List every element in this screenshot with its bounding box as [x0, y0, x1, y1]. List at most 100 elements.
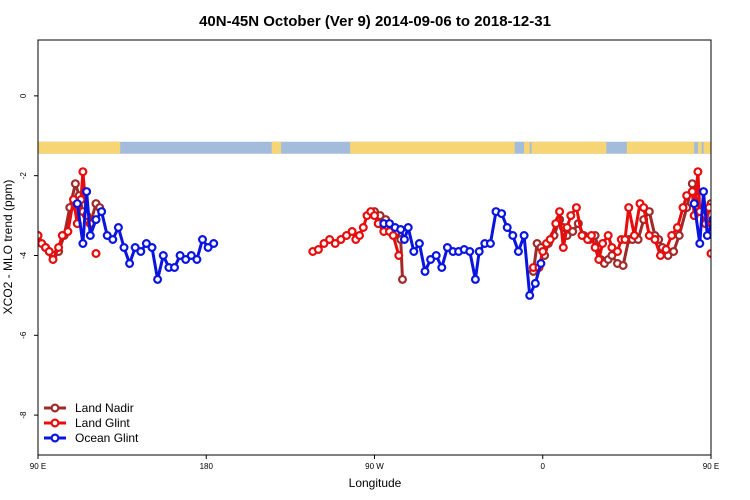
land-glint-point: [598, 239, 608, 249]
ocean-glint-point: [442, 243, 452, 253]
land-glint-point: [586, 231, 596, 241]
y-tick-label: -4: [19, 251, 28, 259]
land-glint-point: [661, 245, 671, 255]
series-ocean-glint: [72, 187, 745, 300]
ocean-glint-point: [399, 235, 409, 245]
ocean-glint-point: [508, 231, 518, 241]
land-glint-point: [388, 231, 398, 241]
land-glint-point: [358, 223, 368, 233]
ocean-glint-point: [497, 209, 507, 219]
ocean-glint-point: [536, 259, 546, 269]
land-glint-point: [682, 191, 692, 201]
y-axis: 0 -2 -4 -6 -8: [19, 93, 38, 419]
x-axis: 90 E 180 90 W 0 90 E: [30, 455, 719, 471]
land-glint-point: [612, 247, 622, 257]
land-glint-point: [590, 243, 600, 253]
land-glint-point: [667, 231, 677, 241]
ocean-glint-point: [519, 231, 529, 241]
ocean-glint-point: [732, 224, 739, 231]
ocean-glint-point: [141, 239, 151, 249]
ocean-glint-point: [203, 243, 213, 253]
ocean-glint-point: [147, 243, 157, 253]
land-glint-point: [620, 235, 630, 245]
ocean-glint-point: [426, 255, 436, 265]
land-band-segment: [38, 141, 121, 154]
land-band-segment: [271, 141, 282, 154]
land-glint-point: [319, 239, 329, 249]
y-tick-label: -2: [19, 172, 28, 180]
land-nadir-point: [674, 231, 684, 241]
legend-item-ocean-glint: Ocean Glint: [44, 431, 139, 445]
land-glint-point: [693, 167, 703, 177]
land-glint-point: [607, 243, 617, 253]
ocean-glint-point: [130, 243, 140, 253]
ocean-glint-point: [689, 199, 699, 209]
land-glint-point: [603, 231, 613, 241]
ocean-glint-line: [692, 190, 711, 245]
x-tick-label: 180: [200, 462, 214, 471]
land-glint-line: [533, 170, 711, 269]
land-glint-point: [48, 255, 58, 265]
x-axis-label: Longitude: [349, 476, 402, 490]
ocean-glint-point: [108, 235, 118, 245]
land-glint-point: [355, 231, 365, 241]
ocean-glint-point: [186, 251, 196, 261]
legend-swatch-point: [50, 418, 60, 428]
ocean-glint-point: [403, 223, 413, 233]
land-glint-point: [57, 231, 67, 241]
y-axis-label: XCO2 - MLO trend (ppm): [1, 180, 15, 315]
ocean-glint-point: [102, 231, 112, 241]
y-tick-label: -8: [19, 411, 28, 419]
ocean-glint-point: [91, 215, 101, 225]
ocean-glint-point: [715, 208, 722, 215]
land-glint-point: [644, 231, 654, 241]
ocean-glint-point: [738, 244, 745, 251]
ocean-glint-point: [125, 259, 135, 269]
land-band-segment: [703, 141, 711, 154]
ocean-glint-point: [465, 247, 475, 257]
legend-label: Land Nadir: [75, 401, 134, 415]
land-glint-point: [545, 235, 555, 245]
land-glint-point: [44, 247, 54, 257]
ocean-glint-point: [414, 239, 424, 249]
ocean-glint-point: [198, 235, 208, 245]
land-glint-point: [78, 167, 88, 177]
y-tick-label: 0: [19, 93, 28, 98]
land-nadir-point: [687, 179, 697, 189]
ocean-glint-point: [513, 247, 523, 257]
land-glint-point: [624, 203, 634, 213]
legend-item-land-glint: Land Glint: [44, 416, 130, 430]
ocean-glint-point: [396, 225, 406, 235]
ocean-glint-point: [113, 223, 123, 233]
land-nadir-point: [607, 251, 617, 261]
land-glint-point: [551, 219, 561, 229]
ocean-glint-point: [136, 247, 146, 257]
land-glint-point: [577, 231, 587, 241]
land-ocean-band: [38, 141, 711, 154]
land-band-segment: [524, 141, 530, 154]
land-glint-point: [313, 245, 323, 255]
ocean-glint-point: [502, 223, 512, 233]
land-glint-point: [562, 223, 572, 233]
land-glint-point: [558, 243, 568, 253]
ocean-glint-point: [437, 263, 447, 273]
land-nadir-point: [70, 179, 80, 189]
land-nadir-point: [568, 227, 578, 237]
land-glint-point: [566, 211, 576, 221]
land-glint-point: [336, 235, 346, 245]
land-glint-point: [538, 247, 548, 257]
ocean-glint-point: [470, 274, 480, 284]
land-band-segment: [626, 141, 695, 154]
ocean-glint-point: [702, 231, 711, 240]
ocean-glint-point: [82, 187, 92, 197]
ocean-glint-point: [170, 263, 180, 273]
ocean-glint-point: [525, 290, 535, 300]
land-nadir-point: [618, 261, 628, 271]
legend-label: Ocean Glint: [75, 431, 139, 445]
ocean-glint-point: [420, 266, 430, 276]
land-glint-point: [54, 243, 64, 253]
land-glint-point: [38, 231, 43, 240]
land-nadir-point: [669, 247, 679, 257]
